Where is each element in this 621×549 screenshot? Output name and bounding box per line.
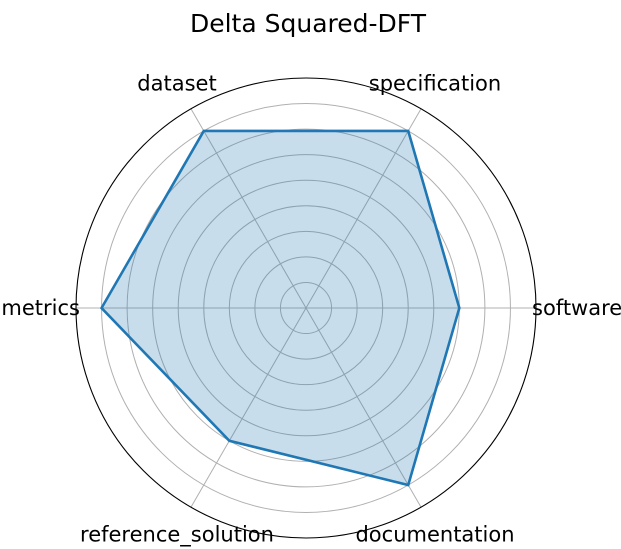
spoke-specification [305,108,422,309]
series-layer [99,129,461,487]
axis-label-software: software [532,296,621,320]
axis-label-metrics: metrics [1,296,80,320]
spoke-documentation [305,307,422,508]
grid-layer [75,77,537,539]
axis-label-reference-solution: reference_solution [80,522,274,547]
series-area [101,130,460,486]
spoke-reference-solution [190,307,307,508]
axis-labels: software specification dataset metrics refer… [1,72,621,548]
series-line [99,129,461,487]
axis-label-dataset: dataset [137,72,216,96]
axis-label-documentation: documentation [355,522,514,546]
chart-title: Delta Squared-DFT [190,9,427,38]
polar-frame [75,77,537,539]
spoke-dataset [190,108,307,309]
axis-label-specification: specification [369,72,501,96]
